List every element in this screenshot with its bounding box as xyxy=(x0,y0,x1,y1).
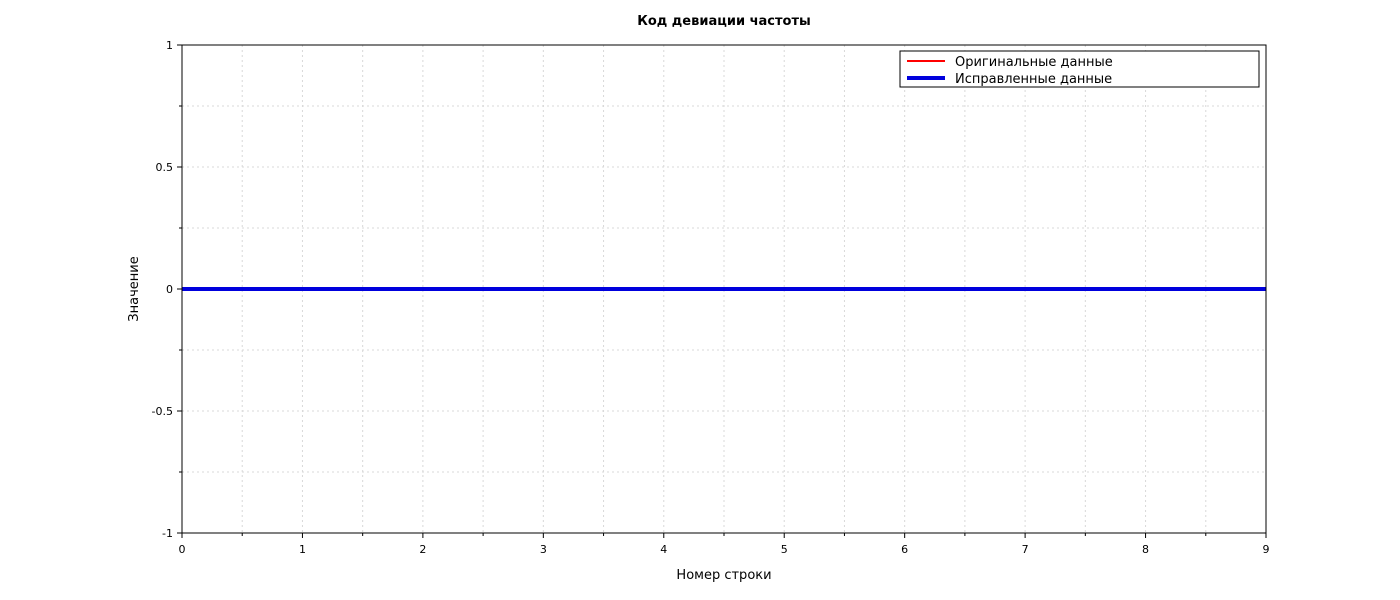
legend-box xyxy=(899,50,1260,88)
legend: Оригинальные данные Исправленные данные xyxy=(899,50,1260,88)
x-tick-label: 6 xyxy=(901,543,908,556)
y-tick-label: 0 xyxy=(166,283,173,296)
y-axis-label: Значение xyxy=(127,256,142,321)
x-tick-label: 2 xyxy=(419,543,426,556)
y-tick-label: 0.5 xyxy=(156,161,174,174)
x-tick-label: 4 xyxy=(660,543,667,556)
x-tick-label: 3 xyxy=(540,543,547,556)
x-tick-label: 7 xyxy=(1022,543,1029,556)
y-tick-label: 1 xyxy=(166,39,173,52)
x-tick-label: 5 xyxy=(781,543,788,556)
x-axis-label: Номер строки xyxy=(676,568,771,583)
axis-ticks: 0 1 2 3 4 5 6 7 8 9 -1 -0.5 0 0.5 1 xyxy=(152,39,1270,556)
x-tick-label: 1 xyxy=(299,543,306,556)
legend-label-original: Оригинальные данные xyxy=(955,55,1113,70)
legend-label-corrected: Исправленные данные xyxy=(955,72,1112,87)
x-tick-label: 8 xyxy=(1142,543,1149,556)
y-tick-label: -0.5 xyxy=(152,405,173,418)
chart-title: Код девиации частоты xyxy=(637,14,811,29)
x-tick-label: 0 xyxy=(179,543,186,556)
x-tick-label: 9 xyxy=(1263,543,1270,556)
y-tick-label: -1 xyxy=(162,527,173,540)
